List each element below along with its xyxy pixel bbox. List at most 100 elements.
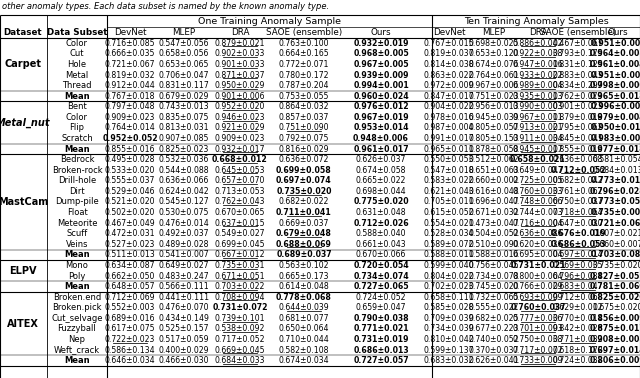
Text: 0.599±0.137: 0.599±0.137 xyxy=(424,345,474,355)
Text: Flip: Flip xyxy=(70,124,84,132)
Text: 0.649±0.027: 0.649±0.027 xyxy=(159,261,209,270)
Text: 0.674±0.076: 0.674±0.076 xyxy=(468,60,519,69)
Text: 0.907±0.085: 0.907±0.085 xyxy=(159,134,209,143)
Text: 0.810±0.042: 0.810±0.042 xyxy=(424,335,474,344)
Text: 0.994±0.001: 0.994±0.001 xyxy=(353,81,409,90)
Text: 0.804±0.022: 0.804±0.022 xyxy=(424,271,474,280)
Text: 0.489±0.028: 0.489±0.028 xyxy=(159,240,209,249)
Text: Hole: Hole xyxy=(67,60,86,69)
Text: 0.586±0.134: 0.586±0.134 xyxy=(105,345,156,355)
Text: 0.527±0.023: 0.527±0.023 xyxy=(105,240,155,249)
Text: 0.952±0.020: 0.952±0.020 xyxy=(215,102,265,111)
Text: 0.650±0.064: 0.650±0.064 xyxy=(279,324,329,333)
Text: Carpet: Carpet xyxy=(4,59,42,70)
Text: 0.698±0.025: 0.698±0.025 xyxy=(469,39,519,48)
Text: 0.967±0.011: 0.967±0.011 xyxy=(513,113,563,122)
Text: 0.763±0.100: 0.763±0.100 xyxy=(279,39,329,48)
Text: 0.750±0.037: 0.750±0.037 xyxy=(553,197,603,206)
Text: 0.753±0.055: 0.753±0.055 xyxy=(279,92,329,101)
Text: MastCam: MastCam xyxy=(0,197,48,207)
Text: 0.511±0.013: 0.511±0.013 xyxy=(104,250,156,259)
Text: Mean: Mean xyxy=(64,282,90,291)
Text: 0.939±0.009: 0.939±0.009 xyxy=(353,71,409,79)
Text: 0.473±0.047: 0.473±0.047 xyxy=(468,218,519,228)
Text: 0.541±0.007: 0.541±0.007 xyxy=(159,250,209,259)
Text: 0.615±0.052: 0.615±0.052 xyxy=(424,208,474,217)
Text: 0.512±0.062: 0.512±0.062 xyxy=(468,155,519,164)
Text: 0.651±0.063: 0.651±0.063 xyxy=(468,166,519,175)
Text: 0.921±0.029: 0.921±0.029 xyxy=(215,124,265,132)
Text: 0.827±0.052: 0.827±0.052 xyxy=(590,271,640,280)
Text: 0.961±0.017: 0.961±0.017 xyxy=(353,145,409,153)
Text: 0.819±0.032: 0.819±0.032 xyxy=(105,71,156,79)
Text: 0.878±0.058: 0.878±0.058 xyxy=(469,145,519,153)
Text: 0.688±0.069: 0.688±0.069 xyxy=(276,240,332,249)
Text: 0.932±0.019: 0.932±0.019 xyxy=(353,39,409,48)
Text: 0.647±0.030: 0.647±0.030 xyxy=(553,218,604,228)
Text: 0.792±0.075: 0.792±0.075 xyxy=(279,134,329,143)
Text: 0.502±0.020: 0.502±0.020 xyxy=(105,208,155,217)
Text: 0.960±0.024: 0.960±0.024 xyxy=(353,92,409,101)
Text: 0.689±0.016: 0.689±0.016 xyxy=(105,314,156,323)
Text: 0.718±0.064: 0.718±0.064 xyxy=(553,208,604,217)
Text: 0.901±0.033: 0.901±0.033 xyxy=(215,60,265,69)
Text: 0.634±0.087: 0.634±0.087 xyxy=(105,261,156,270)
Text: 0.855±0.016: 0.855±0.016 xyxy=(105,145,156,153)
Text: DRA: DRA xyxy=(529,28,547,37)
Text: 0.668±0.012: 0.668±0.012 xyxy=(212,155,268,164)
Text: 0.689±0.037: 0.689±0.037 xyxy=(276,250,332,259)
Text: 0.664±0.165: 0.664±0.165 xyxy=(278,50,330,58)
Text: 0.599±0.040: 0.599±0.040 xyxy=(424,261,474,270)
Text: 0.901±0.023: 0.901±0.023 xyxy=(553,102,604,111)
Text: 0.744±0.073: 0.744±0.073 xyxy=(513,208,563,217)
Text: 0.764±0.014: 0.764±0.014 xyxy=(104,124,156,132)
Text: 0.835±0.075: 0.835±0.075 xyxy=(159,113,209,122)
Text: 0.990±0.003: 0.990±0.003 xyxy=(513,102,563,111)
Text: 0.735±0.020: 0.735±0.020 xyxy=(593,261,640,270)
Text: 0.631±0.048: 0.631±0.048 xyxy=(356,208,406,217)
Text: 0.772±0.071: 0.772±0.071 xyxy=(279,60,329,69)
Text: 0.716±0.085: 0.716±0.085 xyxy=(105,39,156,48)
Text: 0.679±0.048: 0.679±0.048 xyxy=(276,229,332,238)
Text: 0.909±0.023: 0.909±0.023 xyxy=(105,113,155,122)
Text: 0.722±0.023: 0.722±0.023 xyxy=(105,335,155,344)
Text: 0.644±0.039: 0.644±0.039 xyxy=(278,303,330,312)
Text: 0.796±0.028: 0.796±0.028 xyxy=(590,187,640,196)
Text: 0.879±0.021: 0.879±0.021 xyxy=(215,39,265,48)
Text: 0.813±0.031: 0.813±0.031 xyxy=(159,124,209,132)
Text: Fuzzyball: Fuzzyball xyxy=(58,324,97,333)
Text: 0.819±0.037: 0.819±0.037 xyxy=(424,50,474,58)
Text: 0.767±0.018: 0.767±0.018 xyxy=(105,92,156,101)
Text: 0.834±0.297: 0.834±0.297 xyxy=(553,81,604,90)
Text: 0.686±0.013: 0.686±0.013 xyxy=(353,345,409,355)
Text: 0.717±0.052: 0.717±0.052 xyxy=(215,335,265,344)
Text: MLEP: MLEP xyxy=(172,28,196,37)
Text: 0.563±0.102: 0.563±0.102 xyxy=(279,261,329,270)
Text: 0.847±0.017: 0.847±0.017 xyxy=(424,92,474,101)
Text: 0.441±0.111: 0.441±0.111 xyxy=(159,293,209,302)
Text: 0.712±0.069: 0.712±0.069 xyxy=(105,293,156,302)
Text: 0.671±0.032: 0.671±0.032 xyxy=(468,208,519,217)
Text: Metal_nut: Metal_nut xyxy=(0,118,51,128)
Text: 0.370±0.037: 0.370±0.037 xyxy=(469,345,519,355)
Text: 0.875±0.017: 0.875±0.017 xyxy=(590,324,640,333)
Text: Ours: Ours xyxy=(371,28,391,37)
Text: 0.731±0.021: 0.731±0.021 xyxy=(510,261,566,270)
Text: 0.677±0.223: 0.677±0.223 xyxy=(469,324,519,333)
Text: 0.582±0.108: 0.582±0.108 xyxy=(279,345,329,355)
Text: 0.976±0.012: 0.976±0.012 xyxy=(353,102,409,111)
Text: 0.902±0.033: 0.902±0.033 xyxy=(215,50,265,58)
Text: 0.989±0.004: 0.989±0.004 xyxy=(513,81,563,90)
Text: 0.956±0.013: 0.956±0.013 xyxy=(468,102,519,111)
Text: 0.545±0.127: 0.545±0.127 xyxy=(159,197,209,206)
Text: 0.658±0.021: 0.658±0.021 xyxy=(510,155,566,164)
Text: 0.756±0.045: 0.756±0.045 xyxy=(468,261,519,270)
Text: 0.731±0.072: 0.731±0.072 xyxy=(212,303,268,312)
Text: 0.676±0.019: 0.676±0.019 xyxy=(550,229,606,238)
Text: 0.483±0.247: 0.483±0.247 xyxy=(159,271,209,280)
Text: 0.922±0.038: 0.922±0.038 xyxy=(513,50,563,58)
Text: 0.950±0.013: 0.950±0.013 xyxy=(590,124,640,132)
Text: 0.909±0.023: 0.909±0.023 xyxy=(215,134,265,143)
Text: 0.621±0.043: 0.621±0.043 xyxy=(424,187,474,196)
Text: 0.773±0.053: 0.773±0.053 xyxy=(590,197,640,206)
